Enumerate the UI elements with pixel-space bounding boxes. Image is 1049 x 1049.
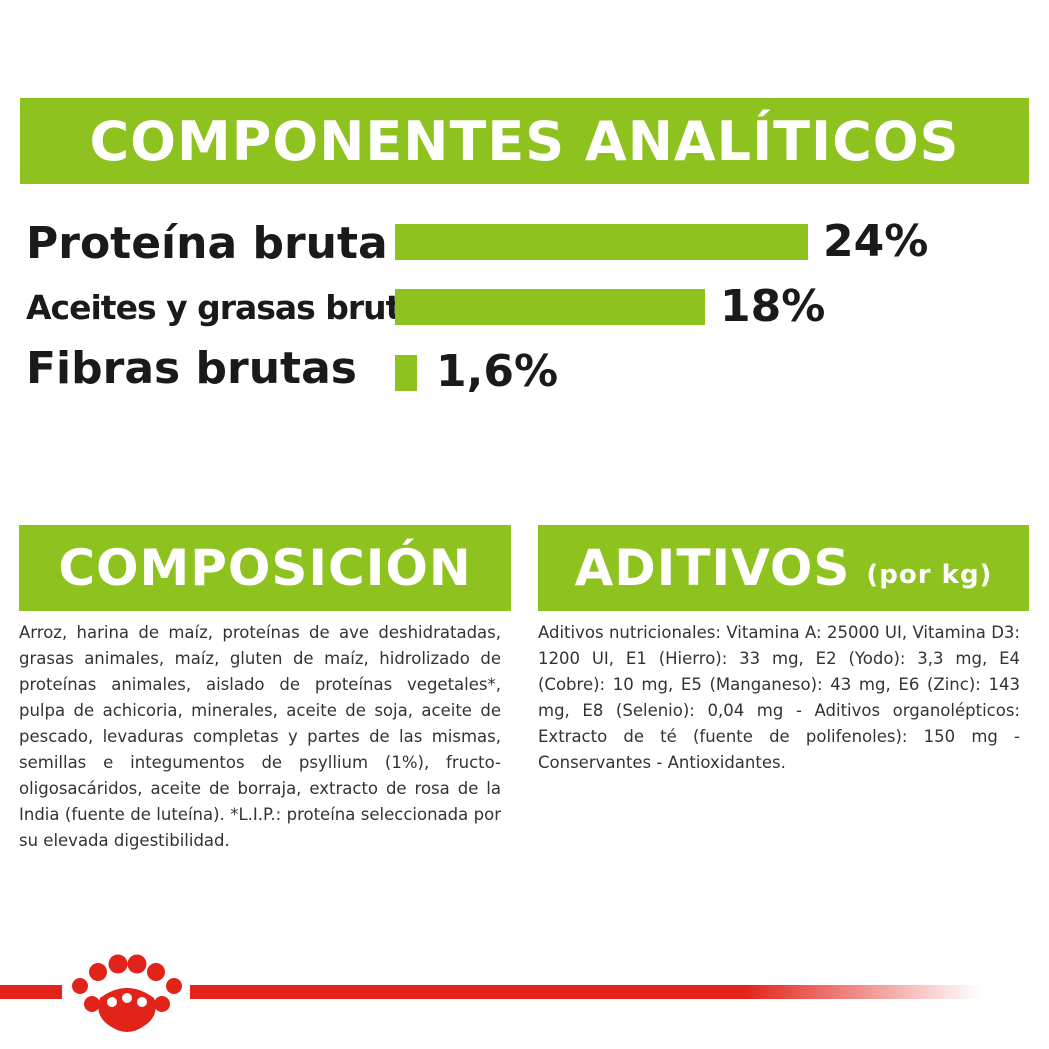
composicion-title: COMPOSICIÓN bbox=[58, 539, 472, 597]
analiticos-banner: COMPONENTES ANALÍTICOS bbox=[20, 98, 1029, 184]
brand-line-right bbox=[190, 985, 980, 999]
nutrient-bar-protein bbox=[395, 224, 808, 260]
aditivos-title: ADITIVOS bbox=[574, 539, 851, 597]
nutrient-bar-fat bbox=[395, 289, 705, 325]
composicion-banner: COMPOSICIÓN bbox=[19, 525, 511, 611]
brand-line-left bbox=[0, 985, 62, 999]
aditivos-banner: ADITIVOS (por kg) bbox=[538, 525, 1029, 611]
nutrient-label-protein: Proteína bruta bbox=[26, 218, 388, 269]
nutrient-value-fiber: 1,6% bbox=[436, 346, 559, 397]
royal-canin-crown-icon bbox=[72, 954, 182, 1032]
nutrient-value-protein: 24% bbox=[823, 216, 929, 267]
aditivos-title-suffix: (por kg) bbox=[866, 560, 993, 590]
analiticos-title: COMPONENTES ANALÍTICOS bbox=[89, 109, 960, 173]
aditivos-text: Aditivos nutricionales: Vitamina A: 2500… bbox=[538, 623, 1020, 772]
composicion-text: Arroz, harina de maíz, proteínas de ave … bbox=[19, 623, 501, 850]
nutrient-label-fat: Aceites y grasas brutos bbox=[26, 288, 442, 327]
nutrient-bar-fiber bbox=[395, 355, 417, 391]
nutrient-value-fat: 18% bbox=[720, 281, 826, 332]
nutrient-label-fiber: Fibras brutas bbox=[26, 343, 357, 394]
